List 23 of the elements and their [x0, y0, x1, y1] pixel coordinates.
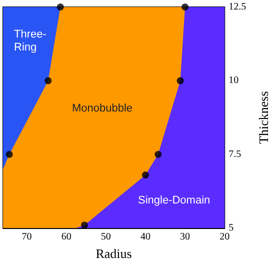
x-tick-label: 50 [100, 232, 111, 243]
x-tick-label: 30 [180, 232, 190, 243]
x-tick-label: 40 [140, 232, 150, 243]
point [176, 77, 184, 84]
y-tick-label: 5 [228, 222, 234, 234]
x-axis-title: Radius [96, 246, 132, 261]
y-tick-label: 7.5 [228, 148, 242, 160]
point [81, 222, 88, 229]
point [56, 4, 64, 10]
x-tick-label: 20 [220, 232, 230, 243]
y-tick-label: 12.5 [228, 2, 246, 12]
point [142, 172, 149, 179]
annotation: Three- Ring [14, 28, 47, 54]
x-tick-label: 70 [22, 232, 32, 243]
point [154, 150, 162, 158]
point [6, 150, 13, 158]
point [44, 77, 52, 84]
y-tick-label: 10 [228, 75, 239, 86]
y-axis-title: Thickness [256, 91, 271, 144]
x-tick-label: 60 [61, 232, 72, 243]
point [182, 4, 189, 10]
annotation: Single-Domain [138, 194, 210, 206]
annotation: Monobubble [72, 102, 133, 114]
